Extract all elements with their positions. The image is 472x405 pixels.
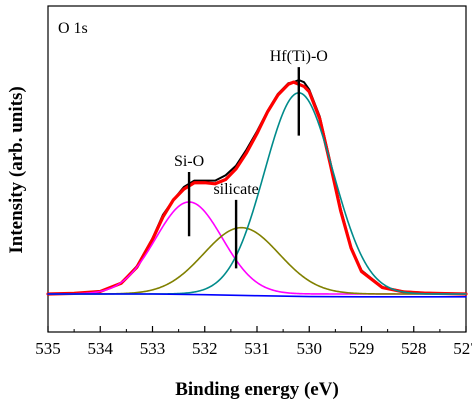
annotations-layer: Si-O silicate Hf(Ti)-O [174,48,328,269]
x-tick-label: 534 [88,339,114,358]
x-ticks-layer: 535 534 533 532 531 530 529 528 527 [35,326,472,358]
annotation-silicate-label: silicate [213,181,258,198]
x-tick-label: 529 [349,339,375,358]
plot-frame [47,5,467,333]
y-axis-title: Intensity (arb. units) [6,86,27,253]
x-axis-title: Binding energy (eV) [175,379,339,400]
series-envelope [46,80,468,296]
annotation-hf-ti-o-label: Hf(Ti)-O [270,48,328,65]
x-tick-label: 527 [453,339,472,358]
panel-label: O 1s [58,20,88,37]
annotation-si-o-label: Si-O [174,153,204,170]
x-tick-label: 528 [401,339,427,358]
x-tick-label: 533 [140,339,166,358]
series-background [47,293,467,298]
curves-layer [46,79,468,298]
x-tick-label: 532 [192,339,218,358]
x-tick-label: 535 [35,339,61,358]
x-tick-label: 531 [244,339,270,358]
x-tick-label: 530 [297,339,323,358]
